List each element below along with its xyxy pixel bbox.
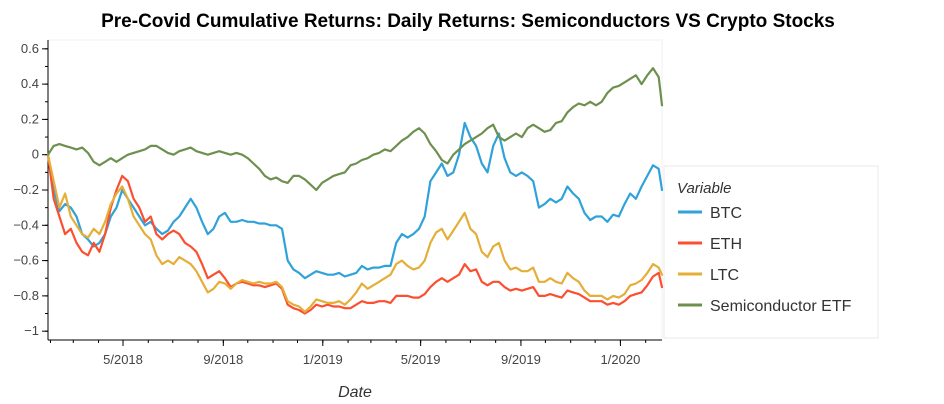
x-tick-label: 1/2020	[601, 352, 641, 367]
legend-label: LTC	[710, 267, 739, 284]
series-line-btc	[46, 121, 664, 280]
legend-box	[663, 165, 879, 339]
y-axis: 0.6 0.4 0.2 0 −0.2 −0.4 −0.6 −0.8 −1	[13, 40, 49, 340]
x-tick-label: 9/2018	[203, 352, 243, 367]
series-line-semiconductor-etf	[46, 67, 664, 192]
x-axis-label: Date	[338, 384, 372, 401]
legend-title: Variable	[677, 180, 731, 197]
y-tick-label: 0.2	[21, 111, 39, 126]
y-tick-label: 0.6	[21, 41, 39, 56]
legend-label: ETH	[710, 236, 742, 253]
legend-label: Semiconductor ETF	[710, 298, 852, 315]
x-tick-label: 5/2019	[401, 352, 441, 367]
x-tick-label: 9/2019	[501, 352, 541, 367]
y-tick-label: −0.8	[13, 288, 39, 303]
y-tick-label: −0.6	[13, 253, 39, 268]
y-tick-label: 0	[32, 147, 39, 162]
chart-title: Pre-Covid Cumulative Returns: Daily Retu…	[101, 11, 835, 32]
x-axis: 5/2018 9/2018 1/2019 5/2019 9/2019 1/2020	[48, 339, 662, 367]
legend-label: BTC	[710, 205, 742, 222]
series-group	[46, 67, 664, 315]
y-tick-label: 0.4	[21, 76, 39, 91]
x-tick-label: 5/2018	[103, 352, 143, 367]
y-tick-label: −0.4	[13, 217, 39, 232]
x-tick-label: 1/2019	[303, 352, 343, 367]
legend-items: BTC ETH LTC Semiconductor ETF	[678, 205, 852, 315]
legend: Variable BTC ETH LTC Semiconductor ETF	[663, 165, 879, 339]
y-tick-label: −0.2	[13, 182, 39, 197]
series-line-eth	[46, 153, 664, 315]
series-line-ltc	[46, 153, 664, 313]
y-tick-label: −1	[24, 323, 39, 338]
